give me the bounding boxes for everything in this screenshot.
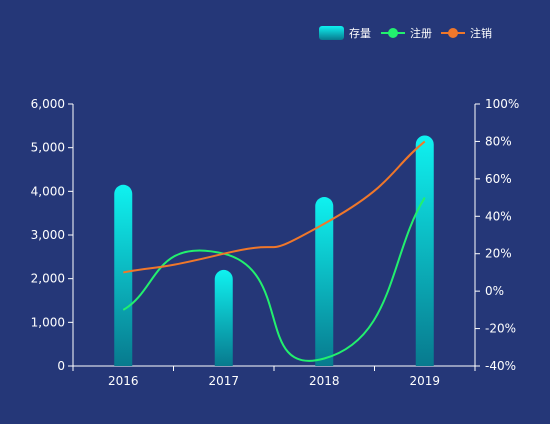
- y-right-tick-label: -40%: [485, 359, 516, 373]
- y-left-tick-label: 2,000: [31, 272, 65, 286]
- legend-line-marker: [448, 28, 458, 38]
- legend-line-marker: [388, 28, 398, 38]
- y-left-tick-label: 4,000: [31, 184, 65, 198]
- x-tick-label: 2018: [309, 374, 340, 388]
- line-series-register: [122, 197, 426, 362]
- y-left-tick-label: 3,000: [31, 228, 65, 242]
- y-left-tick-label: 5,000: [31, 141, 65, 155]
- y-right-tick-label: -20%: [485, 322, 516, 336]
- y-right-tick-label: 20%: [485, 247, 512, 261]
- y-left-tick-label: 0: [57, 359, 65, 373]
- y-right-tick-label: 80%: [485, 134, 512, 148]
- legend-label-register: 注册: [410, 26, 432, 40]
- y-left-tick-label: 1,000: [31, 315, 65, 329]
- legend-label-cancel: 注销: [470, 26, 492, 40]
- x-tick-label: 2019: [409, 374, 440, 388]
- bar-2017: [214, 269, 233, 366]
- x-tick-label: 2017: [208, 374, 239, 388]
- line-series-cancel: [123, 140, 426, 274]
- x-tick-label: 2016: [108, 374, 139, 388]
- bar-2018: [315, 197, 334, 366]
- legend-bar-swatch: [319, 26, 344, 40]
- y-right-tick-label: 40%: [485, 209, 512, 223]
- bar-2016: [114, 184, 133, 366]
- y-right-tick-label: 0%: [485, 284, 504, 298]
- legend-label-stock: 存量: [349, 26, 371, 40]
- y-right-tick-label: 60%: [485, 172, 512, 186]
- y-right-tick-label: 100%: [485, 97, 519, 111]
- bar-2019: [415, 135, 434, 366]
- y-left-tick-label: 6,000: [31, 97, 65, 111]
